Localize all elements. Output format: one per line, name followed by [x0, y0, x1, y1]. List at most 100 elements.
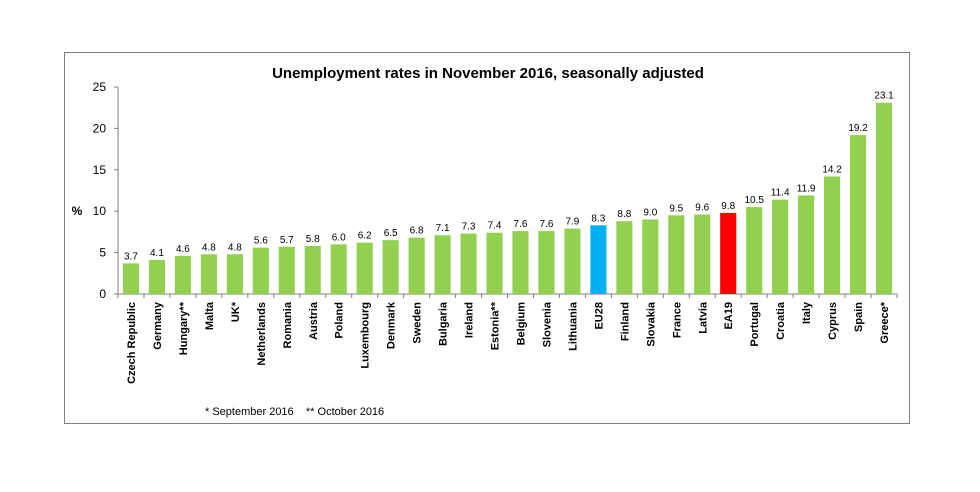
- bar: [642, 219, 659, 294]
- category-label: Austria: [308, 301, 320, 340]
- bar: [304, 245, 321, 294]
- bar: [850, 135, 867, 294]
- bar: [720, 212, 737, 294]
- category-label: Latvia: [697, 301, 709, 334]
- category-label: Slovenia: [541, 301, 553, 347]
- category-label: Croatia: [775, 301, 787, 340]
- data-label: 4.6: [176, 244, 190, 255]
- data-label: 5.6: [254, 236, 268, 247]
- data-label: 9.8: [721, 201, 735, 212]
- category-label: EA19: [723, 302, 735, 330]
- y-tick-label: 25: [93, 80, 107, 94]
- bar: [486, 232, 503, 294]
- bar: [278, 246, 295, 294]
- bars: 3.7 Czech Republic 4.1 Germany 4.6 Hungary** 4…: [122, 91, 894, 384]
- category-label: Lithuania: [567, 301, 579, 351]
- data-label: 6.2: [358, 231, 372, 242]
- bar: [772, 199, 789, 294]
- data-label: 11.4: [771, 188, 790, 199]
- bar: [434, 235, 451, 294]
- category-label: France: [671, 302, 683, 338]
- category-label: Poland: [334, 302, 346, 339]
- data-label: 7.4: [488, 221, 502, 232]
- bar: [200, 254, 217, 294]
- y-tick-label: 15: [93, 163, 107, 177]
- category-label: Italy: [801, 301, 813, 324]
- category-label: Germany: [152, 301, 164, 350]
- y-tick-label: 10: [93, 204, 107, 218]
- data-label: 7.3: [462, 222, 476, 233]
- category-label: Malta: [204, 301, 216, 330]
- category-label: Luxembourg: [360, 302, 372, 369]
- bar: [408, 237, 425, 294]
- data-label: 7.6: [514, 219, 528, 230]
- data-label: 8.3: [591, 213, 605, 224]
- data-label: 4.8: [228, 242, 242, 253]
- data-label: 8.8: [617, 209, 631, 220]
- y-axis-label: %: [72, 204, 83, 218]
- y-tick-label: 0: [99, 287, 106, 301]
- data-label: 11.9: [797, 183, 816, 194]
- data-label: 14.2: [822, 164, 842, 175]
- bar: [616, 221, 633, 294]
- data-label: 7.1: [436, 223, 450, 234]
- chart-frame: Unemployment rates in November 2016, sea…: [64, 52, 910, 424]
- data-label: 19.2: [848, 123, 868, 134]
- bar: [512, 231, 529, 294]
- data-label: 9.0: [643, 207, 657, 218]
- category-label: Romania: [282, 301, 294, 348]
- axes: 0 5 10 15 20 25: [93, 80, 898, 301]
- bar: [798, 195, 815, 294]
- category-label: Portugal: [749, 302, 761, 347]
- bar: [174, 255, 191, 294]
- bar: [564, 228, 581, 294]
- category-label: Greece*: [879, 301, 891, 343]
- category-label: UK*: [230, 301, 242, 322]
- data-label: 5.7: [280, 235, 294, 246]
- data-label: 23.1: [874, 91, 894, 102]
- y-tick-label: 5: [99, 246, 106, 260]
- category-label: Hungary**: [178, 301, 190, 355]
- bar: [590, 225, 607, 294]
- category-label: Sweden: [412, 302, 424, 344]
- data-label: 7.6: [539, 219, 553, 230]
- category-label: Estonia**: [490, 301, 502, 350]
- bar: [746, 207, 763, 294]
- bar: [382, 240, 399, 294]
- bar: [694, 214, 711, 294]
- bar-chart: Unemployment rates in November 2016, sea…: [72, 65, 898, 418]
- bar: [148, 260, 165, 294]
- bar: [824, 176, 841, 294]
- category-label: Czech Republic: [126, 302, 138, 384]
- category-label: EU28: [593, 302, 605, 330]
- bar: [252, 247, 269, 294]
- bar: [668, 215, 685, 294]
- footnote: * September 2016 ** October 2016: [205, 406, 384, 418]
- category-label: Belgium: [515, 302, 527, 346]
- chart-title: Unemployment rates in November 2016, sea…: [272, 65, 704, 82]
- bar: [330, 244, 347, 294]
- category-label: Spain: [853, 302, 865, 332]
- data-label: 4.8: [202, 242, 216, 253]
- category-label: Bulgaria: [438, 301, 450, 346]
- category-label: Slovakia: [645, 301, 657, 347]
- bar: [122, 263, 140, 294]
- bar: [875, 102, 893, 294]
- y-tick-label: 20: [93, 121, 107, 135]
- category-label: Cyprus: [827, 302, 839, 340]
- data-label: 6.0: [332, 232, 346, 243]
- data-label: 5.8: [306, 234, 320, 245]
- category-label: Finland: [619, 302, 631, 341]
- data-label: 4.1: [150, 248, 164, 259]
- data-label: 6.5: [384, 228, 398, 239]
- bar: [538, 231, 555, 294]
- data-label: 9.6: [695, 203, 709, 214]
- data-label: 7.9: [565, 217, 579, 228]
- data-label: 10.5: [744, 195, 764, 206]
- bar: [226, 254, 243, 294]
- bar: [460, 233, 477, 294]
- category-label: Denmark: [386, 301, 398, 349]
- data-label: 6.8: [410, 226, 424, 237]
- data-label: 9.5: [669, 203, 683, 214]
- bar: [356, 242, 373, 294]
